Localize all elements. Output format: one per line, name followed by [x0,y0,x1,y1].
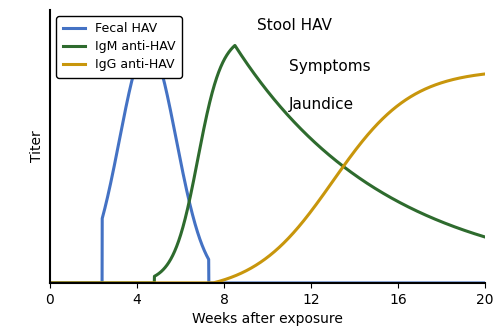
IgG anti-HAV [482,72,488,76]
IgM anti-HAV [482,235,488,239]
IgM anti-HAV [426,215,432,219]
IgM anti-HAV [47,281,53,285]
Legend: Fecal HAV, IgM anti-HAV, IgG anti-HAV: Fecal HAV, IgM anti-HAV, IgG anti-HAV [56,16,182,78]
IgM anti-HAV [122,281,128,285]
IgM anti-HAV [474,232,480,236]
Fecal HAV [214,281,220,285]
Text: Jaundice: Jaundice [289,97,354,112]
IgM anti-HAV [232,43,238,47]
IgG anti-HAV [122,281,128,285]
IgM anti-HAV [233,45,239,49]
X-axis label: Weeks after exposure: Weeks after exposure [192,312,343,326]
Y-axis label: Titer: Titer [30,131,44,162]
Line: IgM anti-HAV: IgM anti-HAV [50,45,485,283]
Fecal HAV [482,281,488,285]
Text: Symptoms: Symptoms [289,59,371,74]
Fecal HAV [426,281,432,285]
IgM anti-HAV [214,75,220,79]
Line: Fecal HAV: Fecal HAV [50,45,485,283]
Fecal HAV [233,281,239,285]
Fecal HAV [145,43,151,47]
IgG anti-HAV [232,274,238,278]
Fecal HAV [47,281,53,285]
IgM anti-HAV [96,281,102,285]
Line: IgG anti-HAV: IgG anti-HAV [50,74,485,283]
IgG anti-HAV [47,281,53,285]
IgG anti-HAV [426,85,432,89]
Fecal HAV [474,281,480,285]
IgG anti-HAV [474,73,480,77]
IgG anti-HAV [214,280,220,284]
Fecal HAV [122,108,128,112]
Text: Stool HAV: Stool HAV [256,18,332,33]
Fecal HAV [96,281,102,285]
IgG anti-HAV [96,281,102,285]
